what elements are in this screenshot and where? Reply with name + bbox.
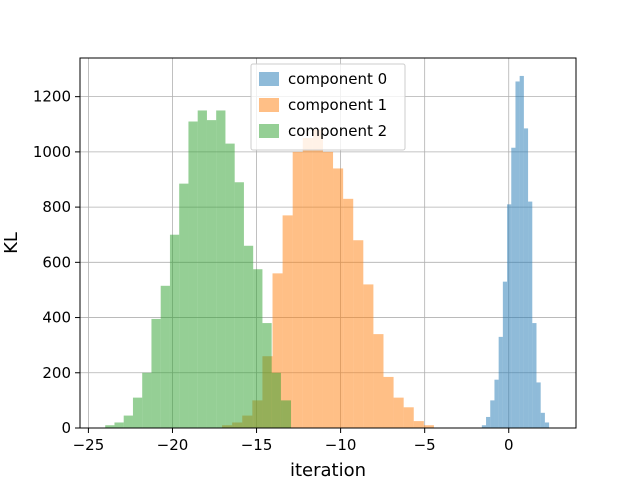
series-0-bars [481,75,550,429]
histogram-bar [282,215,293,428]
histogram-bar [502,281,508,428]
histogram-bar [160,285,170,428]
legend-box [250,63,406,151]
histogram-bar [169,234,180,428]
legend-items: component 0 component 1 component 2 [259,70,387,140]
histogram-bar [515,81,520,428]
histogram-bar [413,421,424,428]
histogram-bar [373,334,384,428]
series-2-bars [105,110,292,429]
histogram-bar [280,400,292,428]
y-tick-label: 200 [42,364,71,382]
histogram-bar [383,376,394,428]
legend-swatch [259,98,279,112]
histogram-bar [393,397,404,428]
histogram-bar [519,75,524,429]
histogram-bar [363,284,374,428]
y-axis-ticks: 0 200 400 600 800 1000 1200 [33,88,80,437]
legend: component 0 component 1 component 2 [250,63,406,151]
histogram-bar [333,168,344,428]
y-tick-label: 1200 [33,88,71,106]
x-tick-label: −25 [73,436,105,454]
x-axis-ticks: −25 −20 −15 −10 −5 0 [73,428,514,454]
y-tick-label: 1000 [33,143,71,161]
x-tick-label: −10 [325,436,357,454]
legend-label: component 0 [288,70,387,88]
legend-label: component 2 [288,122,387,140]
histogram-bar [114,422,124,428]
histogram-bar [262,323,272,428]
histogram-bar [197,110,207,429]
histogram-bar [253,269,263,428]
y-tick-label: 800 [42,198,71,216]
histogram-bar [481,425,487,428]
x-tick-label: −5 [414,436,436,454]
y-tick-label: 0 [61,419,71,437]
histogram-bar [322,151,334,428]
histogram-bar [490,400,495,428]
histogram-bar [486,416,491,428]
histogram-bar [403,407,414,428]
plot-frame [79,57,577,429]
histogram-bar [540,412,545,428]
histogram-bar [188,121,198,429]
histogram-bar [206,120,217,429]
x-tick-label: −15 [241,436,273,454]
histogram-bar [528,201,533,428]
histogram-bar [179,183,189,428]
histogram-bar [536,382,541,428]
histogram-bar [507,204,512,428]
histogram-bar [511,147,516,428]
histogram-bar [302,138,313,428]
x-axis-label: iteration [290,460,366,480]
histogram-bar [312,129,323,428]
x-tick-label: 0 [504,436,514,454]
y-axis-label: KL [1,232,22,254]
series-1-bars [222,129,434,428]
histogram-bar [105,425,115,428]
x-tick-label: −20 [157,436,189,454]
legend-swatch [259,72,279,86]
histogram-bar [123,415,133,428]
histogram-bar [243,245,254,428]
histogram-bar [292,151,303,428]
histogram-bar [498,336,503,428]
histogram-bar [234,182,244,428]
histogram-bar [544,422,550,428]
histogram-bar [132,397,143,428]
histogram-bar [523,128,529,428]
histogram-bar [151,318,161,428]
legend-swatch [259,124,279,138]
histogram-bar [216,110,226,429]
histogram-bar [532,323,537,428]
histogram-bars [105,75,550,429]
histogram-bar [423,425,434,428]
y-tick-label: 600 [42,253,71,271]
y-tick-label: 400 [42,309,71,327]
histogram-bar [494,379,499,428]
legend-label: component 1 [288,96,387,114]
histogram-bar [272,273,283,428]
histogram-bar [271,372,281,428]
histogram-bar [142,372,152,428]
histogram-bar [343,198,354,428]
histogram-bar [353,240,364,428]
histogram-bar [225,143,235,428]
